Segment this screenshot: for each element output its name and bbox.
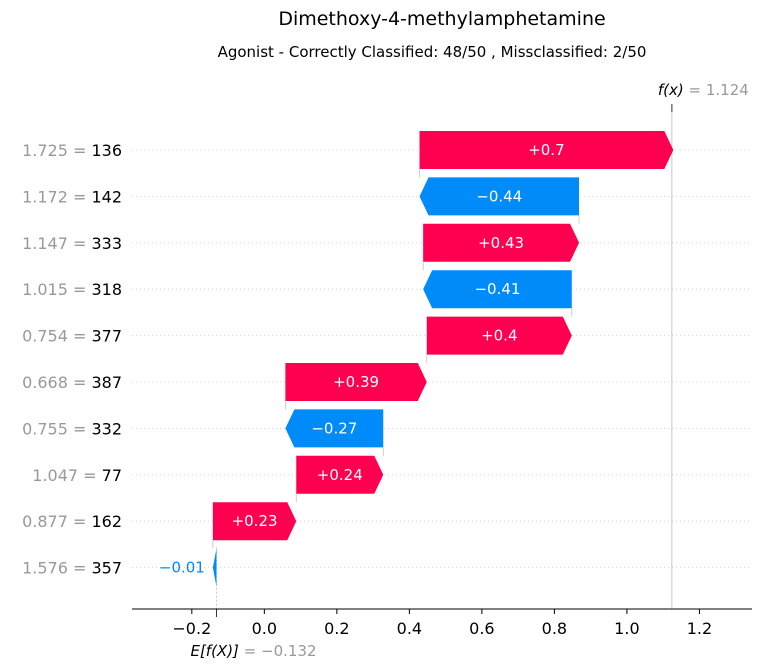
feature-name: 377 — [91, 327, 122, 346]
waterfall-bar — [426, 316, 572, 355]
x-tick-label: 0.8 — [542, 619, 567, 638]
feature-label: 1.576 = 357 — [22, 559, 122, 578]
x-tick-label: 0.0 — [252, 619, 277, 638]
feature-value: 1.015 = — [22, 280, 91, 299]
feature-label: 0.668 = 387 — [22, 373, 122, 392]
feature-name: 357 — [91, 559, 122, 578]
x-tick-label: 0.2 — [324, 619, 349, 638]
base-value-key: E[f(X)] — [190, 642, 243, 660]
x-tick-label: 1.0 — [614, 619, 639, 638]
feature-label: 1.725 = 136 — [22, 141, 122, 160]
feature-value: 1.172 = — [22, 187, 91, 206]
feature-label: 1.015 = 318 — [22, 280, 122, 299]
output-value-number: = 1.124 — [689, 81, 749, 99]
plot-area: +0.7 1.725 = 136 −0.44 1.172 = 142 +0.43 1.14… — [22, 81, 752, 660]
waterfall-bar — [296, 455, 384, 494]
x-tick-label: 0.6 — [469, 619, 494, 638]
waterfall-bar — [419, 131, 674, 169]
waterfall-bar — [285, 409, 384, 448]
feature-value: 0.755 = — [22, 419, 91, 438]
waterfall-bar — [423, 223, 580, 262]
feature-name: 387 — [91, 373, 122, 392]
feature-label: 0.754 = 377 — [22, 327, 122, 346]
waterfall-bar — [423, 270, 572, 309]
feature-label: 0.755 = 332 — [22, 419, 122, 438]
bar-value-label: +0.39 — [333, 373, 379, 391]
x-tick-label: −0.2 — [172, 619, 211, 638]
output-value-key: f(x) — [658, 81, 689, 99]
feature-value: 1.725 = — [22, 141, 91, 160]
feature-label: 1.147 = 333 — [22, 234, 122, 253]
feature-label: 1.172 = 142 — [22, 187, 122, 206]
feature-value: 0.668 = — [22, 373, 91, 392]
bar-value-label: +0.7 — [528, 141, 564, 159]
bar-value-label: +0.43 — [478, 234, 524, 252]
feature-value: 1.047 = — [32, 466, 101, 485]
bar-value-label: −0.41 — [474, 280, 520, 298]
waterfall-bar — [212, 502, 297, 541]
waterfall-bar — [212, 548, 217, 587]
base-value-number: = −0.132 — [244, 642, 317, 660]
bar-value-label: +0.23 — [232, 512, 278, 530]
feature-name: 332 — [91, 419, 122, 438]
bar-value-label: −0.01 — [159, 559, 205, 577]
feature-label: 0.877 = 162 — [22, 512, 122, 531]
feature-value: 1.147 = — [22, 234, 91, 253]
output-value-annotation: f(x) = 1.124 — [658, 81, 749, 99]
feature-name: 136 — [91, 141, 122, 160]
feature-name: 162 — [91, 512, 122, 531]
base-value-annotation: E[f(X)] = −0.132 — [190, 642, 316, 660]
bar-value-label: +0.4 — [481, 327, 517, 345]
bar-value-label: −0.44 — [476, 187, 522, 205]
feature-name: 333 — [91, 234, 122, 253]
bar-value-label: +0.24 — [317, 466, 363, 484]
chart-title: Dimethoxy-4-methylamphetamine — [278, 8, 605, 30]
x-tick-label: 1.2 — [687, 619, 712, 638]
feature-name: 77 — [102, 466, 122, 485]
bar-value-label: −0.27 — [311, 419, 357, 437]
waterfall-bar — [285, 363, 427, 401]
feature-value: 1.576 = — [22, 559, 91, 578]
feature-label: 1.047 = 77 — [32, 466, 122, 485]
feature-name: 318 — [91, 280, 122, 299]
x-tick-label: 0.4 — [397, 619, 422, 638]
waterfall-bar — [419, 177, 580, 216]
feature-value: 0.877 = — [22, 512, 91, 531]
chart-subtitle: Agonist - Correctly Classified: 48/50 , … — [218, 43, 647, 61]
feature-value: 0.754 = — [22, 327, 91, 346]
feature-name: 142 — [91, 187, 122, 206]
